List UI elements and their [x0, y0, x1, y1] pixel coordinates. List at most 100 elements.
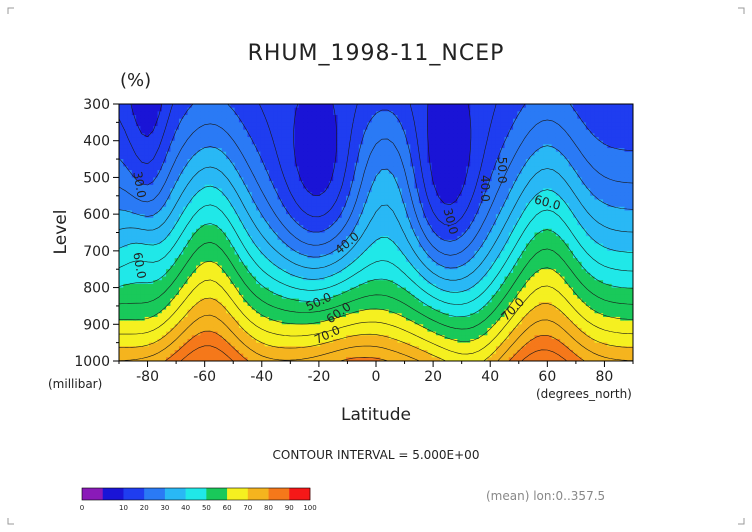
field-cell [414, 225, 420, 230]
field-cell [560, 173, 566, 179]
field-cell [131, 250, 137, 256]
field-cell [508, 217, 514, 223]
field-cell [380, 155, 386, 160]
field-cell [307, 166, 313, 171]
field-cell [534, 203, 540, 208]
field-cell [564, 144, 570, 149]
field-cell [320, 239, 326, 245]
field-cell [487, 122, 493, 127]
field-cell [500, 137, 506, 142]
field-cell [423, 170, 428, 175]
field-cell [363, 214, 369, 219]
field-cell [208, 250, 214, 256]
field-cell [264, 173, 270, 179]
field-cell [418, 122, 424, 127]
field-cell [500, 243, 506, 248]
field-cell [174, 192, 180, 197]
field-cell [585, 107, 591, 112]
field-cell [358, 107, 364, 112]
field-cell [594, 232, 600, 237]
field-cell [144, 243, 150, 248]
field-cell [543, 126, 548, 131]
field-cell [230, 126, 236, 131]
field-cell [324, 239, 330, 245]
field-cell [624, 214, 630, 219]
field-cell [371, 155, 377, 160]
field-cell [119, 118, 124, 123]
field-cell [324, 250, 330, 256]
field-cell [251, 155, 257, 160]
field-cell [573, 148, 578, 153]
field-cell [221, 184, 227, 190]
field-cell [333, 104, 339, 109]
field-cell [127, 217, 133, 223]
field-cell [478, 173, 484, 179]
field-cell [341, 129, 347, 134]
field-cell [457, 137, 463, 142]
field-cell [508, 111, 514, 116]
field-cell [238, 118, 244, 123]
field-cell [393, 195, 399, 201]
field-cell [388, 159, 394, 164]
field-cell [388, 118, 394, 123]
field-cell [513, 188, 518, 193]
field-cell [140, 228, 146, 234]
field-cell [504, 243, 510, 248]
field-cell [157, 137, 163, 142]
field-cell [517, 232, 523, 237]
field-cell [423, 236, 428, 241]
field-cell [547, 126, 553, 131]
field-cell [260, 221, 266, 226]
field-cell [474, 122, 480, 127]
field-cell [435, 133, 441, 138]
field-cell [461, 232, 467, 237]
field-cell [153, 210, 159, 215]
field-cell [573, 228, 578, 234]
field-cell [603, 140, 608, 145]
field-cell [380, 162, 386, 168]
field-cell [435, 254, 441, 259]
field-cell [286, 239, 291, 245]
field-cell [628, 107, 633, 112]
field-cell [174, 228, 180, 234]
field-cell [341, 151, 347, 156]
field-cell [290, 118, 296, 123]
field-cell [525, 217, 531, 223]
field-cell [431, 210, 437, 215]
field-cell [127, 144, 133, 149]
field-cell [243, 225, 249, 230]
field-cell [123, 104, 129, 109]
field-cell [277, 239, 283, 245]
field-cell [204, 111, 210, 116]
field-cell [196, 111, 201, 116]
field-cell [431, 195, 437, 201]
field-cell [590, 184, 596, 190]
field-cell [208, 236, 214, 241]
field-cell [538, 210, 544, 215]
field-cell [474, 104, 480, 109]
field-cell [140, 111, 146, 116]
field-cell [405, 203, 411, 208]
field-cell [555, 243, 561, 248]
field-cell [170, 221, 176, 226]
field-cell [127, 115, 133, 120]
field-cell [478, 192, 484, 197]
field-cell [346, 188, 351, 193]
field-cell [367, 111, 373, 116]
field-cell [303, 159, 309, 164]
field-cell [448, 232, 454, 237]
field-cell [393, 140, 399, 145]
field-cell [140, 155, 146, 160]
field-cell [363, 111, 369, 116]
field-cell [560, 159, 566, 164]
field-cell [358, 155, 364, 160]
field-cell [144, 155, 150, 160]
field-cell [170, 250, 176, 256]
field-cell [521, 111, 527, 116]
field-cell [161, 236, 167, 241]
field-cell [611, 173, 617, 179]
field-cell [140, 254, 146, 259]
field-cell [444, 129, 450, 134]
field-cell [148, 217, 154, 223]
field-cell [204, 210, 210, 215]
